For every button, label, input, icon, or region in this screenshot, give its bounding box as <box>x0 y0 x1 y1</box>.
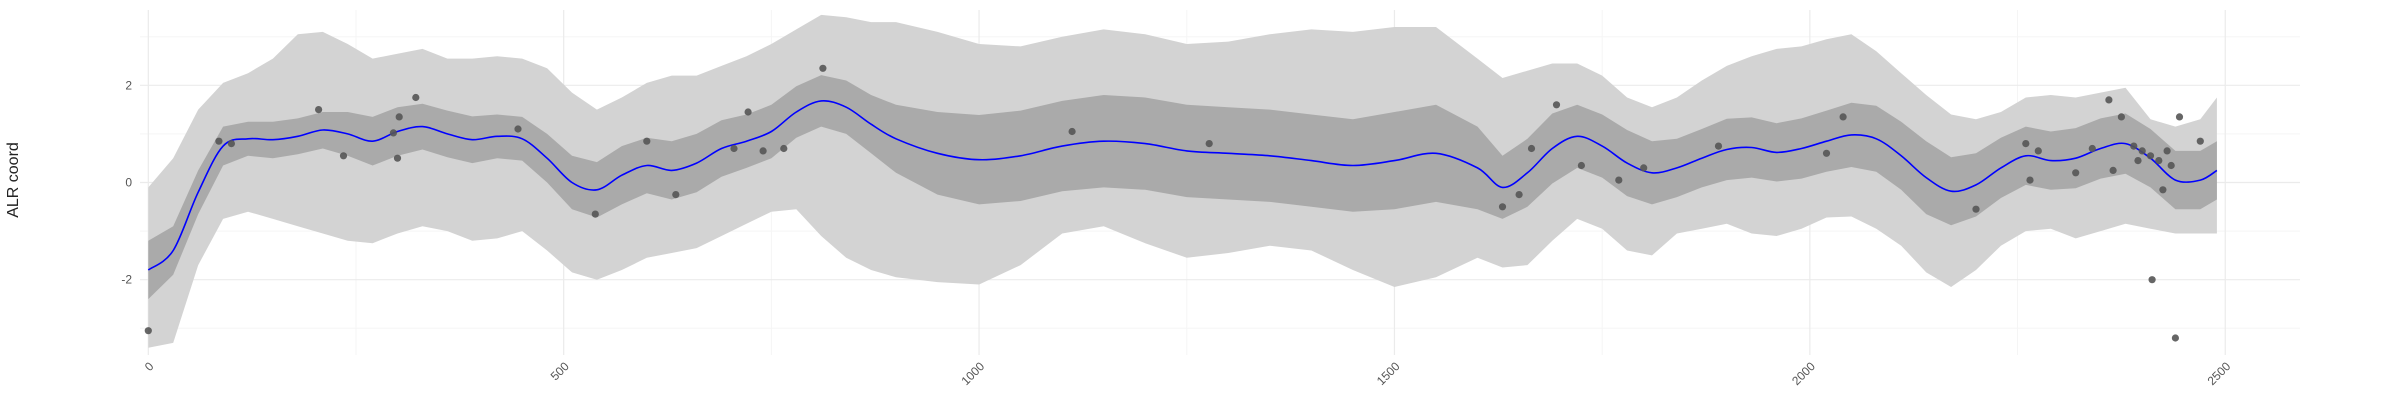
data-point <box>144 327 152 335</box>
inner-confidence-band <box>148 75 2217 300</box>
data-point <box>643 137 651 145</box>
observations <box>144 64 2204 342</box>
data-point <box>2146 152 2155 160</box>
data-point <box>389 129 397 137</box>
data-point <box>2022 140 2030 148</box>
x-tick-label: 1500 <box>1374 359 1403 388</box>
data-point <box>1577 161 1585 170</box>
data-point <box>315 106 323 114</box>
data-point <box>2163 147 2171 155</box>
data-point <box>2109 166 2117 174</box>
y-axis-title: ALR coord <box>5 142 22 218</box>
data-point <box>2088 144 2096 153</box>
data-point <box>2072 169 2080 177</box>
x-tick-label: 1000 <box>958 359 987 388</box>
x-tick-label: 2000 <box>1789 359 1818 388</box>
data-point <box>215 137 223 145</box>
data-point <box>2138 147 2146 155</box>
data-point <box>759 147 767 155</box>
y-tick-label: 0 <box>125 176 132 190</box>
confidence-bands <box>148 14 2217 348</box>
data-point <box>1822 149 1831 157</box>
data-point <box>1839 113 1847 121</box>
data-point <box>1714 142 1723 150</box>
mean-line <box>147 99 2218 271</box>
data-point <box>2117 113 2125 121</box>
data-point <box>1527 144 1536 153</box>
data-point <box>780 144 788 153</box>
data-point <box>514 125 522 133</box>
data-point <box>730 144 738 153</box>
x-tick-label: 500 <box>548 359 572 383</box>
data-point <box>2105 96 2113 104</box>
data-point <box>2034 147 2042 155</box>
data-point <box>1640 164 1648 172</box>
data-point <box>412 93 420 102</box>
data-point <box>395 113 403 121</box>
data-point <box>591 210 599 218</box>
data-point <box>1972 205 1980 213</box>
data-point <box>2167 161 2175 170</box>
data-point <box>2148 276 2156 284</box>
data-point <box>1205 140 1213 148</box>
data-point <box>393 154 402 162</box>
data-point <box>2175 113 2184 121</box>
y-tick-label: -2 <box>121 273 132 287</box>
data-point <box>1615 176 1623 184</box>
data-point <box>2171 334 2179 342</box>
data-point <box>2196 137 2204 145</box>
mean-line-group <box>147 99 2218 271</box>
data-point <box>227 140 235 148</box>
data-point <box>2130 142 2138 150</box>
data-point <box>2155 157 2163 165</box>
y-tick-label: 2 <box>125 78 132 92</box>
x-tick-label: 2500 <box>2205 359 2234 388</box>
data-point <box>2134 157 2142 165</box>
data-point <box>1498 203 1507 211</box>
x-tick-label: 0 <box>142 359 157 374</box>
data-point <box>339 152 348 160</box>
data-point <box>1552 101 1561 109</box>
data-point <box>744 108 752 116</box>
data-point <box>1068 127 1076 136</box>
data-point <box>672 191 680 199</box>
data-point <box>2159 186 2167 194</box>
data-point <box>2026 176 2034 184</box>
data-point <box>1515 191 1523 199</box>
data-point <box>819 64 827 72</box>
